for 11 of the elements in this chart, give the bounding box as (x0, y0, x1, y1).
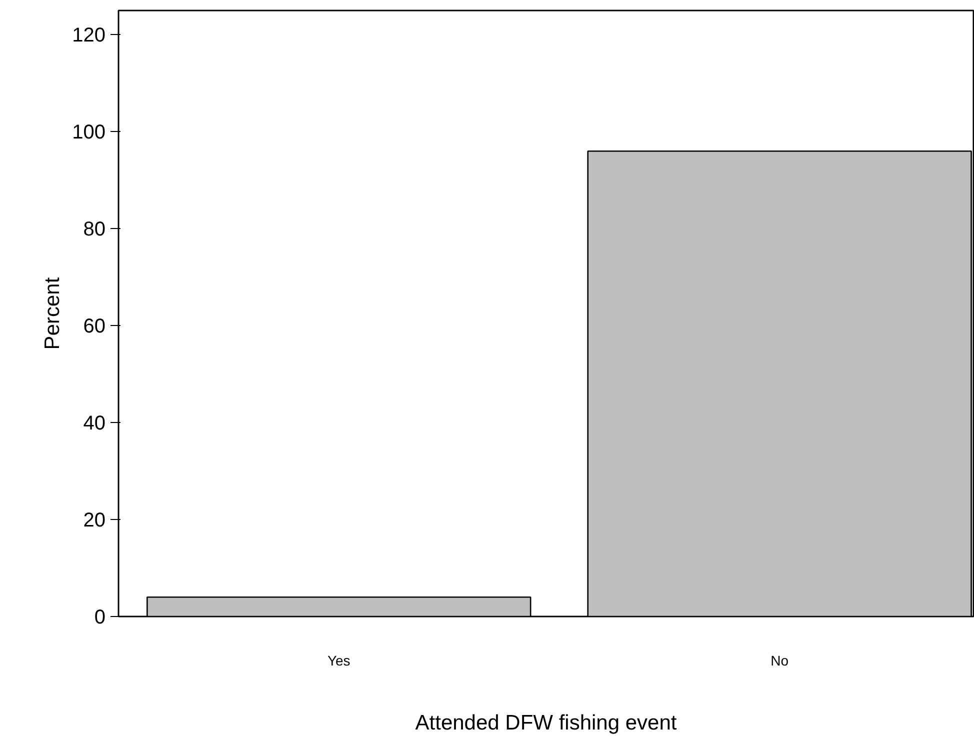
y-axis-title: Percent (41, 277, 64, 350)
y-tick-label: 20 (83, 510, 106, 532)
y-tick-label: 100 (72, 122, 106, 144)
x-axis-title: Attended DFW fishing event (415, 712, 677, 734)
y-tick-label: 40 (83, 412, 106, 435)
x-tick-label: Yes (327, 652, 350, 668)
y-tick-label: 60 (83, 316, 106, 338)
y-tick-label: 0 (94, 606, 106, 628)
x-tick-label: No (770, 652, 789, 668)
y-tick-label: 120 (72, 24, 106, 47)
y-tick-label: 80 (83, 218, 106, 241)
